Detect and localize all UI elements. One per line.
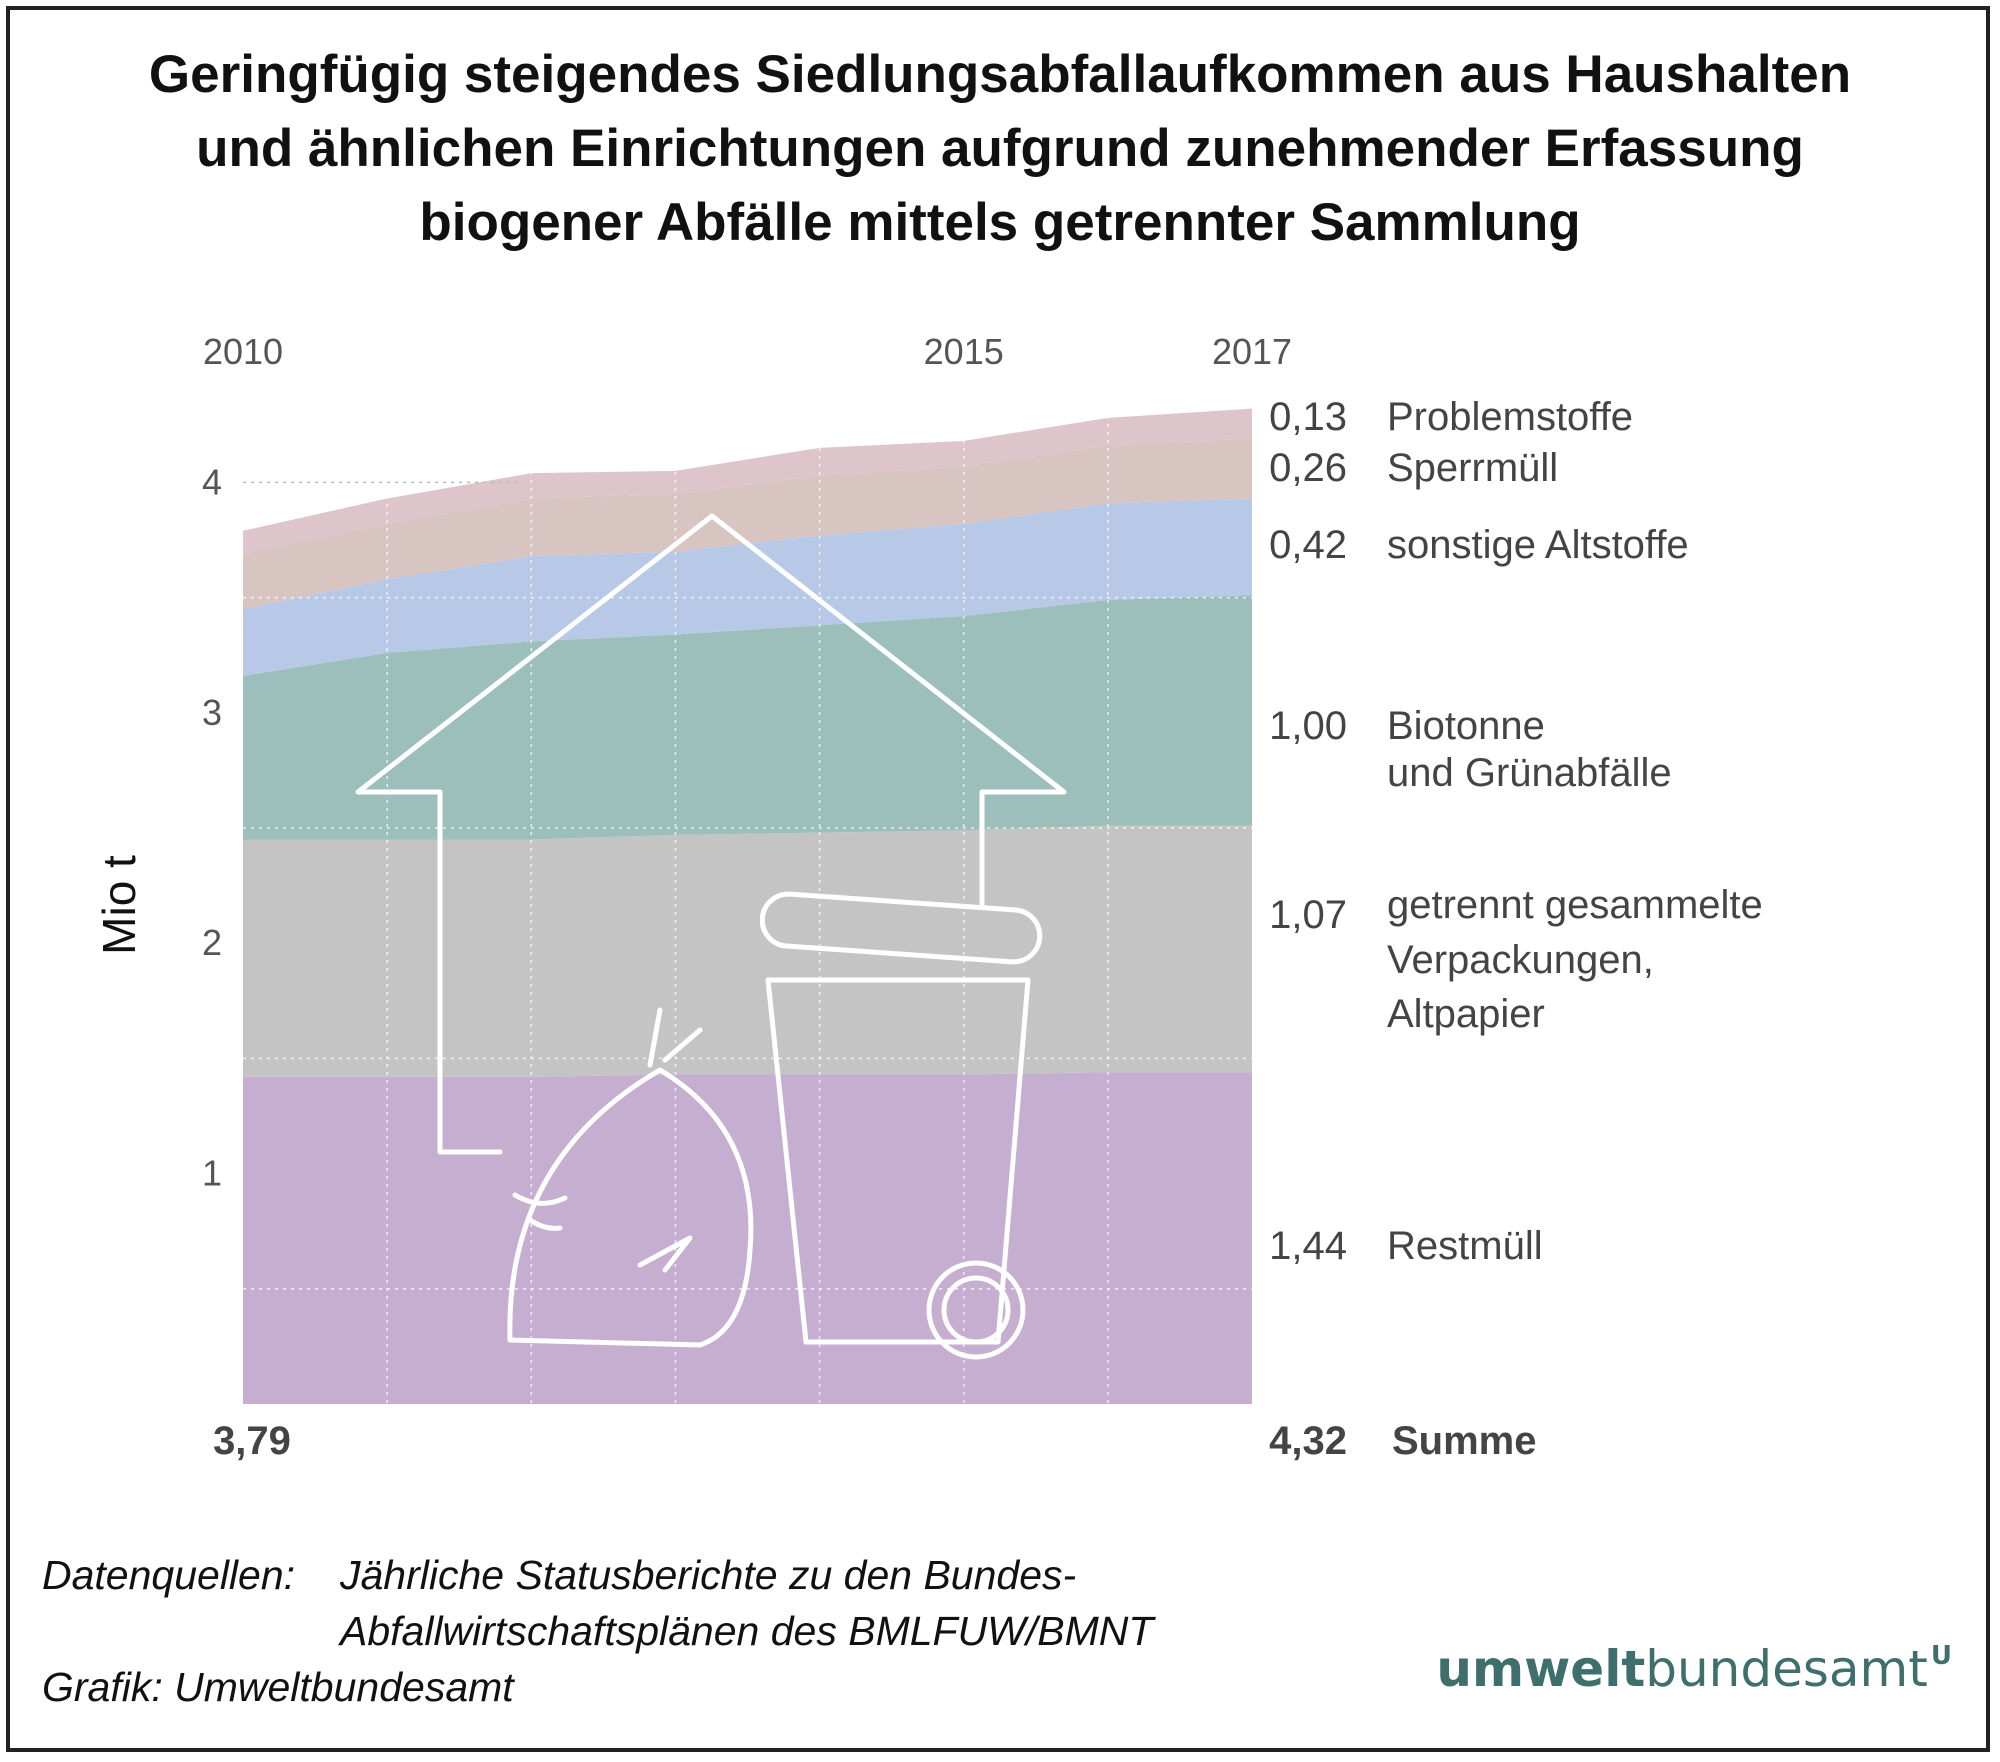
bin-wheel-hub-icon	[926, 1260, 1026, 1360]
area-series-1	[243, 825, 1252, 1077]
bin-wheel-icon	[941, 1275, 1011, 1345]
x-tick-label: 2010	[203, 331, 283, 372]
x-tick-label: 2015	[924, 331, 1004, 372]
title-line-3: biogener Abfälle mittels getrennter Samm…	[419, 193, 1581, 252]
series-end-value: 1,07	[1269, 893, 1347, 937]
wheelie-bin-icon	[765, 977, 1031, 1345]
y-tick-label: 4	[202, 461, 222, 502]
logo-mark: U	[1930, 1641, 1952, 1671]
y-tick-label: 1	[202, 1153, 222, 1194]
series-legend-label: Altpapier	[1387, 992, 1545, 1036]
source-line-2: Abfallwirtschaftsplänen des BMLFUW/BMNT	[340, 1608, 1154, 1654]
chart-title: Geringfügig steigendes Siedlungsabfallau…	[60, 38, 1940, 260]
series-legend-label: und Grünabfälle	[1387, 751, 1672, 795]
series-end-value: 0,13	[1269, 395, 1347, 439]
trash-bag-icon	[507, 1007, 754, 1348]
logo-regular-part: bundesamt	[1645, 1640, 1928, 1698]
gridlines	[243, 400, 1252, 1404]
source-line-1: Jährliche Statusberichte zu den Bundes-	[340, 1552, 1077, 1598]
series-legend-label: Verpackungen,	[1387, 938, 1654, 982]
area-series-4	[243, 438, 1252, 610]
area-series-3	[243, 498, 1252, 676]
sum-start-value: 3,79	[213, 1419, 291, 1463]
logo-bold-part: umwelt	[1436, 1640, 1646, 1698]
x-tick-label: 2017	[1212, 331, 1292, 372]
series-legend-label: sonstige Altstoffe	[1387, 523, 1689, 567]
sum-end-value: 4,32	[1269, 1419, 1347, 1463]
bin-lid-icon	[759, 891, 1043, 965]
figure-frame	[6, 6, 1990, 1752]
series-end-value: 1,44	[1269, 1224, 1347, 1268]
title-line-1: Geringfügig steigendes Siedlungsabfallau…	[148, 45, 1852, 104]
sum-label: Summe	[1392, 1419, 1537, 1463]
axis-labels: 2010 2015 2017 1 2 3 4 Mio t 0,13 Problemstoffe 0,…	[93, 331, 1763, 1463]
source-label: Datenquellen:	[42, 1552, 296, 1598]
series-legend-label: getrennt gesammelte	[1387, 883, 1763, 927]
graphic-credit: Grafik: Umweltbundesamt	[42, 1664, 514, 1710]
title-line-2: und ähnlichen Einrichtungen aufgrund zun…	[196, 119, 1804, 178]
waste-illustration	[355, 513, 1067, 1360]
up-arrow-icon	[355, 513, 1067, 1155]
y-tick-label: 2	[202, 922, 222, 963]
area-series-group	[243, 408, 1252, 1404]
y-axis-label: Mio t	[93, 855, 145, 955]
series-end-value: 1,00	[1269, 704, 1347, 748]
series-legend-label: Biotonne	[1387, 704, 1545, 748]
series-legend-label: Problemstoffe	[1387, 395, 1633, 439]
area-series-5	[243, 408, 1252, 554]
umweltbundesamt-logo: umweltbundesamt U	[1436, 1640, 1952, 1698]
area-series-2	[243, 595, 1252, 840]
series-end-value: 0,42	[1269, 523, 1347, 567]
series-legend-label: Restmüll	[1387, 1224, 1543, 1268]
series-legend-label: Sperrmüll	[1387, 446, 1558, 490]
area-series-0	[243, 1072, 1252, 1404]
y-tick-label: 3	[202, 692, 222, 733]
series-end-value: 0,26	[1269, 446, 1347, 490]
